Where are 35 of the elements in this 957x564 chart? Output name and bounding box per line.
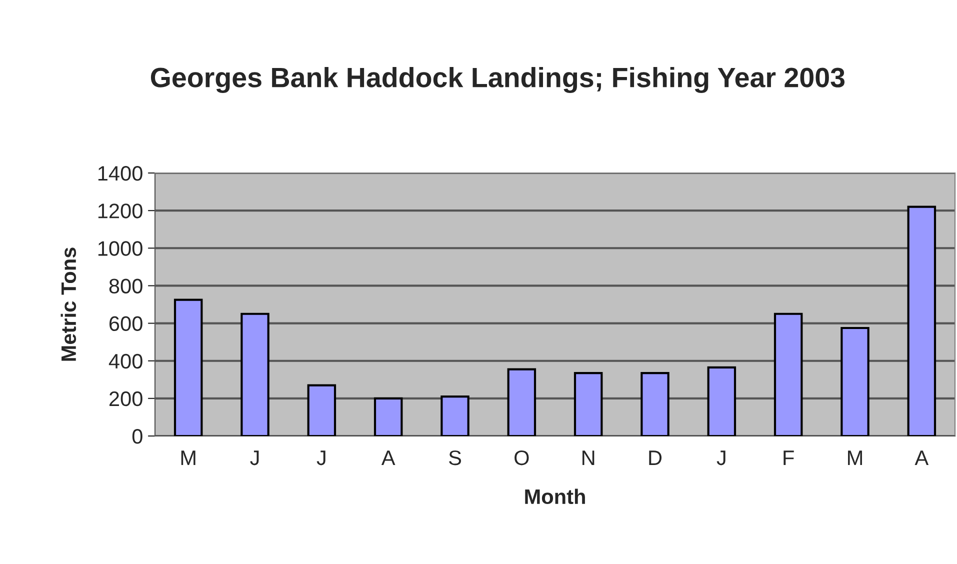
x-tick-label: O bbox=[514, 450, 529, 466]
x-tick-label: M bbox=[848, 450, 862, 465]
bar bbox=[774, 312, 803, 436]
x-tick-label: J bbox=[316, 450, 326, 466]
bar bbox=[907, 206, 936, 436]
y-tick-label: 800 bbox=[109, 278, 142, 294]
chart-title: Georges Bank Haddock Landings; Fishing Year 2003 bbox=[150, 66, 845, 94]
y-tick-label: 1200 bbox=[98, 204, 142, 218]
bar bbox=[574, 372, 603, 436]
x-axis-title: Month bbox=[525, 488, 585, 504]
y-tick-label: 0 bbox=[132, 429, 142, 444]
bar bbox=[707, 366, 736, 436]
x-tick-label: A bbox=[381, 450, 396, 465]
bar bbox=[440, 396, 470, 436]
y-tick-label: 1400 bbox=[98, 166, 142, 181]
x-tick-label: J bbox=[250, 450, 259, 466]
x-tick-label: D bbox=[649, 450, 662, 465]
bar bbox=[840, 326, 870, 436]
bar bbox=[307, 384, 336, 436]
y-axis-title: Metric Tons bbox=[60, 248, 76, 361]
y-tick-label: 1000 bbox=[98, 241, 142, 256]
x-tick-label: S bbox=[449, 450, 461, 466]
y-tick-label: 200 bbox=[109, 391, 142, 406]
x-tick-label: J bbox=[716, 450, 726, 466]
x-tick-label: N bbox=[582, 450, 594, 465]
y-tick-label: 600 bbox=[109, 316, 142, 332]
x-tick-label: F bbox=[784, 450, 794, 465]
x-tick-label: A bbox=[914, 450, 929, 465]
bar bbox=[174, 298, 203, 436]
bar bbox=[240, 312, 270, 436]
bar bbox=[374, 397, 403, 436]
bar bbox=[507, 368, 536, 436]
y-tick-label: 400 bbox=[108, 354, 142, 369]
x-tick-label: M bbox=[181, 450, 196, 465]
bar bbox=[640, 372, 670, 436]
